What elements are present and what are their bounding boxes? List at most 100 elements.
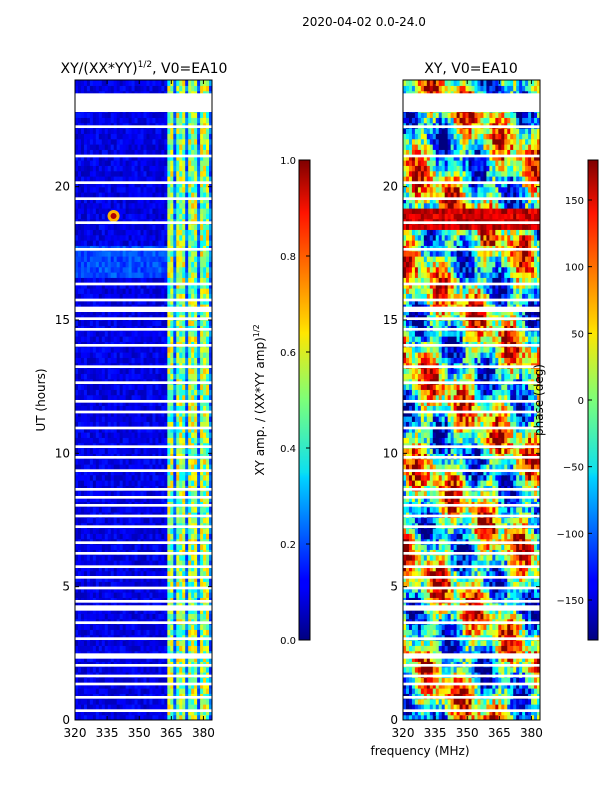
heatmap-cell [197,608,201,614]
heatmap-cell [191,293,195,300]
heatmap-cell [110,586,115,593]
heatmap-cell [128,528,133,534]
heatmap-cell [104,688,109,694]
heatmap-cell [197,709,201,716]
heatmap-cell [131,506,136,513]
heatmap-cell [191,330,195,337]
heatmap-cell [83,293,88,300]
heatmap-cell [197,496,201,502]
heatmap-cell [125,437,130,444]
heatmap-cell [83,192,88,198]
heatmap-cell [122,149,127,156]
heatmap-cell [86,293,91,300]
heatmap-cell [125,464,130,470]
heatmap-cell [170,234,174,241]
heatmap-cell [119,581,124,588]
heatmap-cell [75,261,79,268]
heatmap-cell [122,320,127,326]
heatmap-cell [200,384,204,390]
heatmap-cell [89,208,94,214]
heatmap-cell [131,346,136,353]
heatmap-cell [125,682,130,689]
heatmap-cell [167,256,171,262]
heatmap-cell [188,293,192,300]
heatmap-cell [92,448,97,454]
heatmap-cell [104,160,109,166]
heatmap-cell [158,272,162,278]
heatmap-cell [131,208,136,214]
heatmap-cell [194,373,198,380]
heatmap-cell [158,432,162,438]
heatmap-cell [140,394,145,401]
heatmap-cell [89,528,94,534]
heatmap-cell [119,586,124,593]
heatmap-cell [140,528,145,534]
heatmap-cell [152,298,157,305]
heatmap-cell [149,144,154,150]
heatmap-cell [146,544,151,550]
heatmap-cell [188,458,192,465]
heatmap-cell [143,394,148,401]
heatmap-cell [209,405,212,412]
heatmap-cell [206,570,210,577]
heatmap-cell [86,298,91,305]
heatmap-cell [152,714,157,720]
heatmap-cell [164,256,168,262]
heatmap-cell [200,688,204,694]
heatmap-cell [122,474,127,481]
heatmap-cell [77,389,82,396]
heatmap-cell [164,298,168,305]
heatmap-cell [152,709,157,716]
heatmap-cell [185,272,189,278]
heatmap-cell [125,698,130,705]
heatmap-cell [152,410,157,417]
heatmap-cell [203,666,207,673]
heatmap-cell [140,448,145,454]
heatmap-cell [89,421,94,428]
heatmap-cell [143,368,148,374]
heatmap-cell [75,160,79,166]
heatmap-cell [95,544,100,550]
heatmap-cell [125,181,130,188]
heatmap-cell [170,282,174,289]
heatmap-cell [179,581,183,588]
heatmap-cell [152,528,157,534]
heatmap-cell [75,421,79,428]
heatmap-cell [158,186,162,193]
heatmap-cell [95,202,100,209]
heatmap-cell [143,506,148,513]
heatmap-cell [176,288,180,294]
heatmap-cell [155,426,159,433]
heatmap-cell [206,176,210,182]
heatmap-cell [113,293,118,300]
heatmap-cell [194,224,198,230]
heatmap-cell [140,346,145,353]
heatmap-cell [98,400,103,406]
heatmap-cell [101,613,106,620]
heatmap-cell [140,480,145,486]
heatmap-cell [152,480,157,486]
heatmap-cell [176,192,180,198]
heatmap-cell [128,192,133,198]
heatmap-cell [206,645,210,652]
heatmap-cell [164,645,168,652]
heatmap-cell [75,688,79,694]
heatmap-cell [119,202,124,209]
heatmap-cell [140,181,145,188]
heatmap-cell [194,405,198,412]
heatmap-cell [86,277,91,284]
heatmap-cell [161,714,165,720]
heatmap-cell [98,421,103,428]
heatmap-cell [209,506,212,513]
heatmap-cell [206,346,210,353]
heatmap-cell [203,144,207,150]
heatmap-cell [173,234,177,241]
heatmap-cell [185,181,189,188]
heatmap-cell [191,256,195,262]
heatmap-cell [209,533,212,540]
heatmap-cell [77,704,82,710]
heatmap-cell [75,330,79,337]
heatmap-cell [158,426,162,433]
heatmap-cell [131,496,136,502]
heatmap-cell [77,581,82,588]
